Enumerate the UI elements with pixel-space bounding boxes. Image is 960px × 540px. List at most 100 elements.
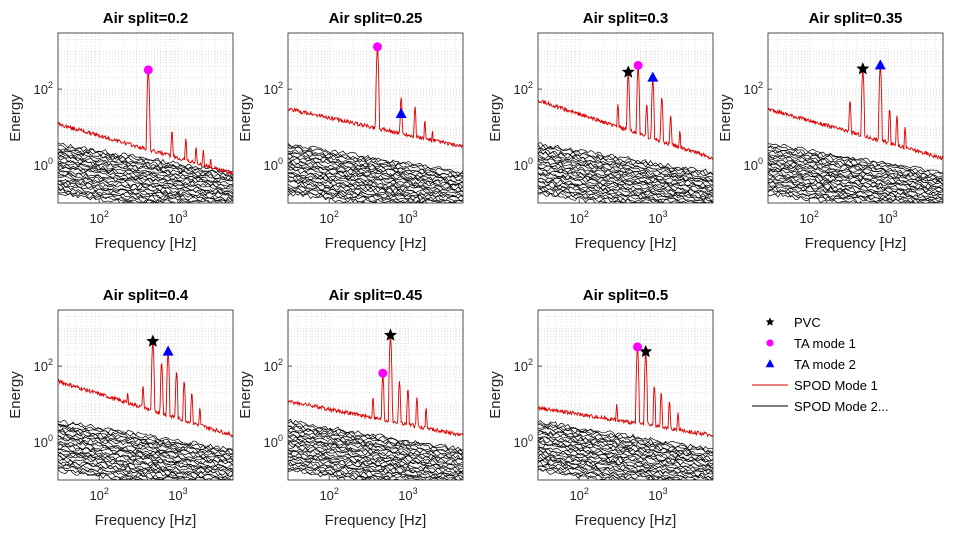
spod-mode2-line — [768, 156, 943, 188]
spod-mode2-line — [538, 468, 607, 480]
spod-mode2-line — [58, 451, 233, 480]
spod-mode1-line — [538, 347, 713, 438]
spod-mode2-line — [538, 465, 625, 480]
spod-mode2-line — [768, 188, 862, 203]
legend-label: PVC — [794, 315, 821, 330]
spod-mode2-line — [538, 436, 713, 468]
y-axis-label: Energy — [237, 371, 254, 419]
spod-mode2-line — [768, 171, 943, 201]
grid — [58, 310, 233, 480]
y-tick-label: 102 — [264, 357, 283, 374]
subplot-3: 102 103 100 102 Air split=0.3 Frequency [Hz] E… — [487, 10, 714, 252]
x-tick-label: 102 — [569, 209, 588, 226]
spod-mode2-lines — [58, 420, 233, 480]
spod-mode1-line — [58, 341, 233, 439]
spod-mode2-lines — [768, 143, 943, 203]
axes-box — [537, 32, 714, 204]
spod-mode2-line — [288, 420, 463, 454]
spod-mode2-line — [538, 468, 616, 480]
y-axis-label: Energy — [7, 371, 24, 419]
spod-mode2-line — [538, 458, 682, 480]
y-tick-label: 100 — [514, 156, 533, 173]
spod-mode2-line — [768, 182, 909, 203]
spod-mode2-line — [768, 145, 943, 175]
spod-mode2-line — [58, 180, 201, 203]
spod-mode2-line — [538, 149, 713, 182]
legend: PVC TA mode 1 TA mode 2 SPOD Mode 1 SPOD Mod… — [752, 315, 889, 414]
spod-mode2-line — [538, 158, 713, 190]
spod-mode2-lines — [58, 142, 233, 203]
spod-mode2-line — [58, 174, 233, 203]
legend-item: TA mode 2 — [765, 357, 856, 372]
spod-mode2-line — [58, 461, 186, 480]
spod-mode2-line — [288, 450, 463, 480]
spod-mode2-line — [288, 174, 463, 203]
spod-mode2-line — [288, 456, 450, 480]
legend-triangle-swatch — [765, 359, 775, 368]
spod-mode2-line — [288, 461, 407, 480]
spod-mode2-line — [288, 452, 463, 480]
x-tick-label: 102 — [89, 486, 108, 503]
axes-box — [767, 32, 944, 204]
subplot-7: 102 103 100 102 Air split=0.5 Frequency [Hz] E… — [487, 287, 714, 529]
subplot-2: 102 103 100 102 Air split=0.25 Frequency [Hz]… — [237, 10, 464, 252]
spod-mode2-line — [538, 173, 713, 203]
spod-mode2-line — [58, 187, 155, 203]
subplot-title: Air split=0.3 — [583, 10, 668, 27]
spod-mode2-line — [538, 448, 713, 479]
spod-mode2-line — [58, 424, 233, 457]
y-axis-label: Energy — [237, 94, 254, 142]
subplot-4: 102 103 100 102 Air split=0.35 Frequency [Hz]… — [717, 10, 944, 252]
spod-mode2-line — [288, 469, 365, 480]
spod-mode2-line — [768, 168, 943, 197]
legend-star-swatch — [765, 317, 775, 326]
spod-mode2-line — [538, 163, 713, 193]
x-tick-label: 102 — [799, 209, 818, 226]
spod-mode2-line — [288, 433, 463, 461]
ta-mode2-marker — [647, 71, 659, 82]
subplot-1: 102 103 100 102 Air split=0.2 Frequency [Hz] E… — [7, 10, 234, 252]
legend-label: SPOD Mode 2... — [794, 399, 889, 414]
spod-mode2-line — [58, 153, 233, 184]
spod-mode2-line — [538, 186, 650, 203]
ta-mode1-marker — [378, 368, 388, 378]
spod-mode2-line — [288, 188, 386, 203]
spod-mode2-line — [538, 429, 713, 461]
spod-mode2-line — [768, 170, 943, 200]
spod-mode2-line — [58, 463, 165, 480]
y-tick-label: 100 — [34, 156, 53, 173]
y-tick-label: 102 — [514, 357, 533, 374]
spod-mode2-line — [538, 142, 713, 175]
subplot-title: Air split=0.5 — [583, 287, 668, 304]
spod-mode2-line — [58, 148, 233, 180]
spod-mode2-line — [288, 436, 463, 466]
x-tick-label: 103 — [648, 209, 667, 226]
subplot-title: Air split=0.35 — [809, 10, 903, 27]
spod-mode2-line — [538, 143, 713, 176]
spod-mode2-line — [58, 193, 132, 203]
spod-mode2-line — [288, 190, 377, 203]
spod-mode2-line — [288, 192, 364, 203]
x-axis-label: Frequency [Hz] — [95, 512, 197, 529]
spod-mode2-line — [288, 146, 463, 177]
spod-mode2-line — [768, 149, 943, 179]
legend-item: SPOD Mode 1 — [752, 378, 878, 393]
spod-mode2-line — [58, 441, 233, 471]
spod-mode2-line — [768, 186, 885, 203]
x-tick-label: 103 — [168, 486, 187, 503]
spod-mode2-line — [58, 458, 207, 480]
spod-mode2-line — [58, 454, 233, 480]
spod-mode2-line — [538, 453, 709, 480]
spod-mode2-line — [58, 455, 224, 480]
spod-mode2-line — [288, 158, 463, 188]
legend-label: TA mode 2 — [794, 357, 856, 372]
ta-mode1-marker — [372, 42, 382, 52]
spod-mode2-line — [288, 144, 463, 177]
spod-mode2-line — [538, 156, 713, 187]
spod-mode2-line — [288, 149, 463, 179]
spod-mode2-line — [538, 446, 713, 475]
spod-mode2-lines — [288, 143, 463, 203]
ta-mode1-marker — [143, 65, 153, 75]
spod-mode2-line — [288, 448, 463, 478]
spod-mode2-line — [538, 148, 713, 181]
